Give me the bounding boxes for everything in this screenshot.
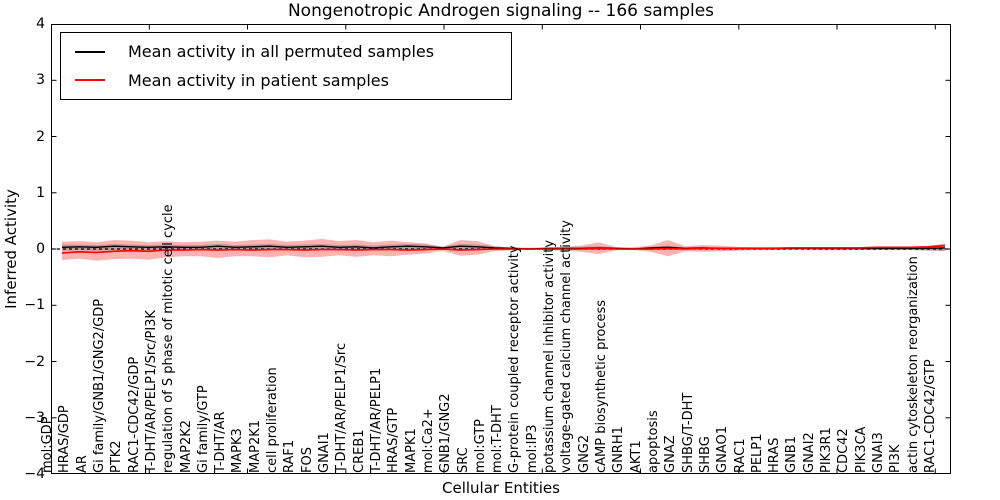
x-category-label: SHBG/T-DHT [680, 392, 696, 473]
patient-mean-line [61, 244, 946, 254]
y-tick-label: −3 [24, 409, 45, 426]
x-category-label: RAF1 [282, 439, 298, 473]
y-tick-label: −2 [24, 353, 45, 370]
x-axis-label: Cellular Entities [442, 479, 560, 497]
y-tick-label: −4 [24, 466, 45, 482]
x-category-label: PIK3R1 [819, 427, 835, 473]
legend-label-patient: Mean activity in patient samples [128, 70, 389, 90]
x-category-label: mol:Ca2+ [420, 408, 436, 473]
y-tick-label: −1 [24, 297, 45, 314]
x-category-label: apoptosis [645, 410, 661, 473]
x-category-label: HRAS [767, 437, 783, 473]
plot-canvas [51, 24, 951, 474]
x-category-label: GNRH1 [611, 426, 627, 473]
x-category-label: regulation of S phase of mitotic cell cy… [161, 204, 177, 473]
x-category-label: RAC1 [732, 438, 748, 473]
x-category-label: GNAI1 [317, 432, 333, 473]
y-tick-label: 3 [36, 72, 45, 89]
x-category-label: voltage-gated calcium channel activity [559, 220, 575, 473]
x-category-label: PTK2 [109, 440, 125, 473]
y-tick-label: 4 [36, 16, 45, 32]
y-tick-label: 2 [36, 128, 45, 145]
x-category-label: MAP2K1 [247, 419, 263, 473]
x-category-label: GNAI3 [871, 432, 887, 473]
x-category-label: PIK3CA [853, 426, 869, 473]
x-category-label: RAC1-CDC42/GTP [923, 359, 938, 473]
y-tick-label: 0 [36, 241, 45, 257]
x-category-label: GNAZ [663, 435, 679, 473]
x-category-label: mol:GTP [472, 419, 488, 473]
x-category-label: FOS [299, 447, 315, 473]
x-category-label: PELP1 [749, 433, 765, 473]
x-category-label: Gi family/GTP [195, 385, 211, 473]
x-category-label: PI3K [888, 444, 904, 473]
x-category-label: T-DHT/AR/PELP1/Src/PI3K [143, 310, 159, 473]
x-category-label: mol:IP3 [524, 424, 540, 473]
x-category-label: potassium channel inhibitor activity [542, 239, 558, 473]
x-category-label: mol:GDP [40, 416, 55, 473]
x-category-label: T-DHT/AR/PELP1 [368, 367, 384, 473]
x-category-label: cAMP biosynthetic process [594, 299, 610, 473]
x-category-label: T-DHT/AR/PELP1/Src [334, 342, 350, 473]
patient-std-band [62, 238, 945, 261]
legend-item-permuted: Mean activity in all permuted samples [75, 42, 511, 61]
x-category-label: HRAS/GDP [57, 405, 73, 473]
legend-item-patient: Mean activity in patient samples [75, 71, 511, 90]
x-category-label: G-protein coupled receptor activity [507, 245, 523, 473]
x-category-label: RAC1-CDC42/GDP [126, 356, 142, 473]
legend-label-permuted: Mean activity in all permuted samples [128, 42, 435, 62]
x-category-label: MAP2K2 [178, 419, 194, 473]
x-category-label: HRAS/GTP [386, 407, 402, 473]
x-category-label: GNB1 [784, 436, 800, 473]
x-category-label: Gi family/GNB1/GNG2/GDP [91, 298, 107, 473]
x-category-label: CDC42 [836, 428, 852, 473]
x-category-label: CREB1 [351, 429, 367, 473]
x-category-label: GNG2 [576, 434, 592, 473]
x-category-label: GNAI2 [801, 432, 817, 473]
chart-title: Nongenotropic Androgen signaling -- 166 … [287, 1, 715, 21]
x-category-label: AR [74, 455, 90, 473]
legend: Mean activity in all permuted samples Me… [60, 32, 512, 100]
x-category-label: actin cytoskeleton reorganization [905, 256, 921, 473]
x-category-label: GNB1/GNG2 [438, 393, 454, 473]
y-tick-label: 1 [36, 184, 45, 201]
x-category-label: SRC [455, 447, 471, 473]
red-line-swatch [75, 79, 105, 82]
x-category-label: mol:T-DHT [490, 405, 506, 473]
x-category-label: T-DHT/AR [213, 411, 229, 473]
x-category-label: MAPK3 [230, 428, 246, 473]
x-category-label: MAPK1 [403, 428, 419, 473]
x-category-label: GNAO1 [715, 426, 731, 473]
black-line-swatch [75, 50, 105, 53]
x-category-label: AKT1 [628, 440, 644, 473]
x-category-label: cell proliferation [265, 367, 281, 473]
x-category-label: SHBG [697, 436, 713, 473]
